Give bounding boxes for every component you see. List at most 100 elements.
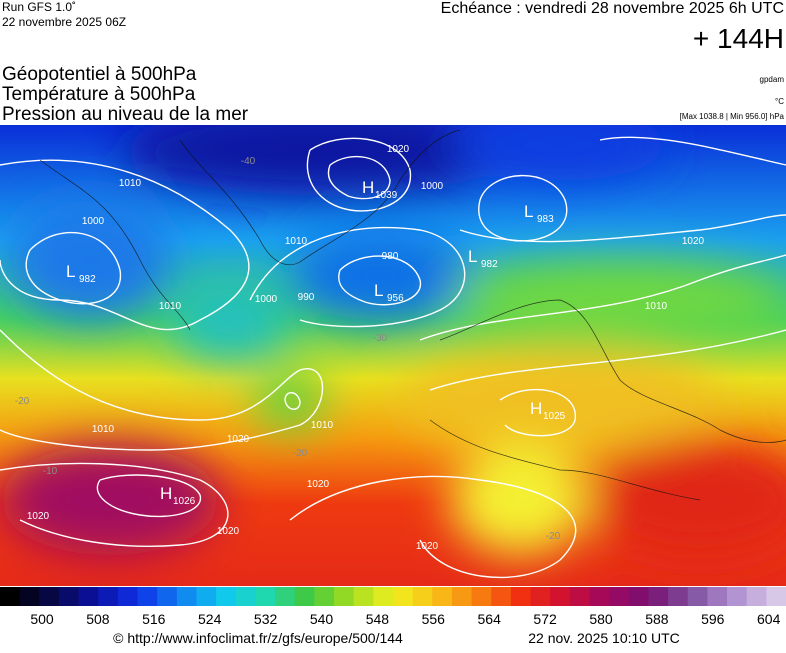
colorbar-label: 516 [142,611,166,627]
isobar-label: 1020 [307,479,330,490]
colorbar-label: 508 [86,611,110,627]
colorbar-swatch [78,587,99,606]
colorbar-swatch [707,587,728,606]
colorbar-swatch [589,587,610,606]
isobar-label: 1010 [92,424,115,435]
colorbar-swatch [294,587,315,606]
isobar-label: 980 [382,251,399,262]
colorbar-swatch [137,587,158,606]
colorbar-swatch [550,587,571,606]
isobar-label: 1020 [416,541,439,552]
colorbar-swatch [39,587,60,606]
isobar-label: 1020 [27,511,50,522]
isobar-label: 1010 [119,178,142,189]
colorbar-swatch [334,587,355,606]
colorbar-swatch [373,587,394,606]
pressure-center-letter: L [468,247,477,266]
pressure-center-value: 956 [387,293,404,304]
pressure-center-value: 982 [481,259,498,270]
colorbar-swatch [19,587,40,606]
title-line: Température à 500hPa [2,84,196,105]
colorbar-swatch [530,587,551,606]
isobar-label: 1020 [387,144,410,155]
pressure-center-letter: L [374,281,383,300]
colorbar [0,587,786,606]
colorbar-label: 532 [254,611,278,627]
colorbar-swatch [432,587,453,606]
isobar-label: 1010 [311,420,334,431]
colorbar-swatch [157,587,178,606]
coastlines [39,129,786,501]
colorbar-swatch [727,587,748,606]
pressure-center-letter: L [66,262,75,281]
pressure-center-value: 1039 [375,190,398,201]
pressure-center-value: 982 [79,274,96,285]
isobar-label: 1020 [217,526,240,537]
colorbar-swatch [275,587,296,606]
temperature-label: -30 [373,333,388,344]
title-line: Pression au niveau de la mer [2,104,249,125]
pressure-center-letter: L [524,202,533,221]
colorbar-swatch [393,587,414,606]
colorbar-label: 548 [366,611,390,627]
isobar-label: 1020 [682,236,705,247]
colorbar-label: 540 [310,611,334,627]
pressure-center-letter: H [362,178,374,197]
colorbar-swatch [58,587,80,606]
temperature-label: -20 [15,396,30,407]
footer-generated: 22 nov. 2025 10:10 UTC [528,630,680,646]
colorbar-swatch [471,587,492,606]
colorbar-swatch [510,587,532,606]
colorbar-swatch [117,587,139,606]
colorbar-label: 524 [198,611,222,627]
valid-time: Echéance : vendredi 28 novembre 2025 6h … [441,0,784,17]
colorbar-label: 596 [701,611,725,627]
isobar-label: 1010 [645,301,668,312]
temperature-label: -20 [293,448,308,459]
colorbar-label: 500 [30,611,54,627]
colorbar-label: 556 [422,611,446,627]
temperature-label: -20 [546,531,561,542]
colorbar-label: 588 [645,611,669,627]
pressure-center-letter: H [160,484,172,503]
temperature-label: -10 [43,466,58,477]
map-field [0,125,786,586]
isobar-label: 990 [298,292,315,303]
pressure-center-value: 1026 [173,496,196,507]
colorbar-swatch [196,587,217,606]
colorbar-swatch [451,587,473,606]
unit-label: [Max 1038.8 | Min 956.0] hPa [680,112,785,121]
isobar-label: 1020 [227,434,250,445]
colorbar-swatch [569,587,590,606]
colorbar-swatch [0,587,21,606]
isobar-label: 1000 [421,181,444,192]
colorbar-swatch [98,587,119,606]
lead-time: + 144H [693,23,784,54]
isobars [0,136,786,579]
colorbar-swatch [412,587,433,606]
colorbar-swatch [766,587,786,606]
colorbar-swatch [687,587,708,606]
title-line: Géopotentiel à 500hPa [2,64,197,85]
colorbar-swatch [746,587,767,606]
colorbar-swatch [648,587,669,606]
isobar-label: 1010 [159,301,182,312]
isobar-label: 1000 [255,294,278,305]
colorbar-swatch [176,587,197,606]
colorbar-swatch [255,587,276,606]
run-date: 22 novembre 2025 06Z [2,15,126,29]
unit-label: °C [775,97,784,106]
colorbar-label: 572 [533,611,557,627]
isobar-label: 1010 [285,236,308,247]
colorbar-swatch [314,587,335,606]
footer-source: © http://www.infoclimat.fr/z/gfs/europe/… [113,630,403,646]
unit-label: gpdam [760,75,785,84]
colorbar-swatch [628,587,649,606]
colorbar-label: 564 [478,611,502,627]
temperature-label: -40 [241,156,256,167]
colorbar-swatch [609,587,630,606]
colorbar-swatch [216,587,237,606]
isobar-label: 1000 [82,216,105,227]
run-label: Run GFS 1.0˚ [2,0,76,14]
